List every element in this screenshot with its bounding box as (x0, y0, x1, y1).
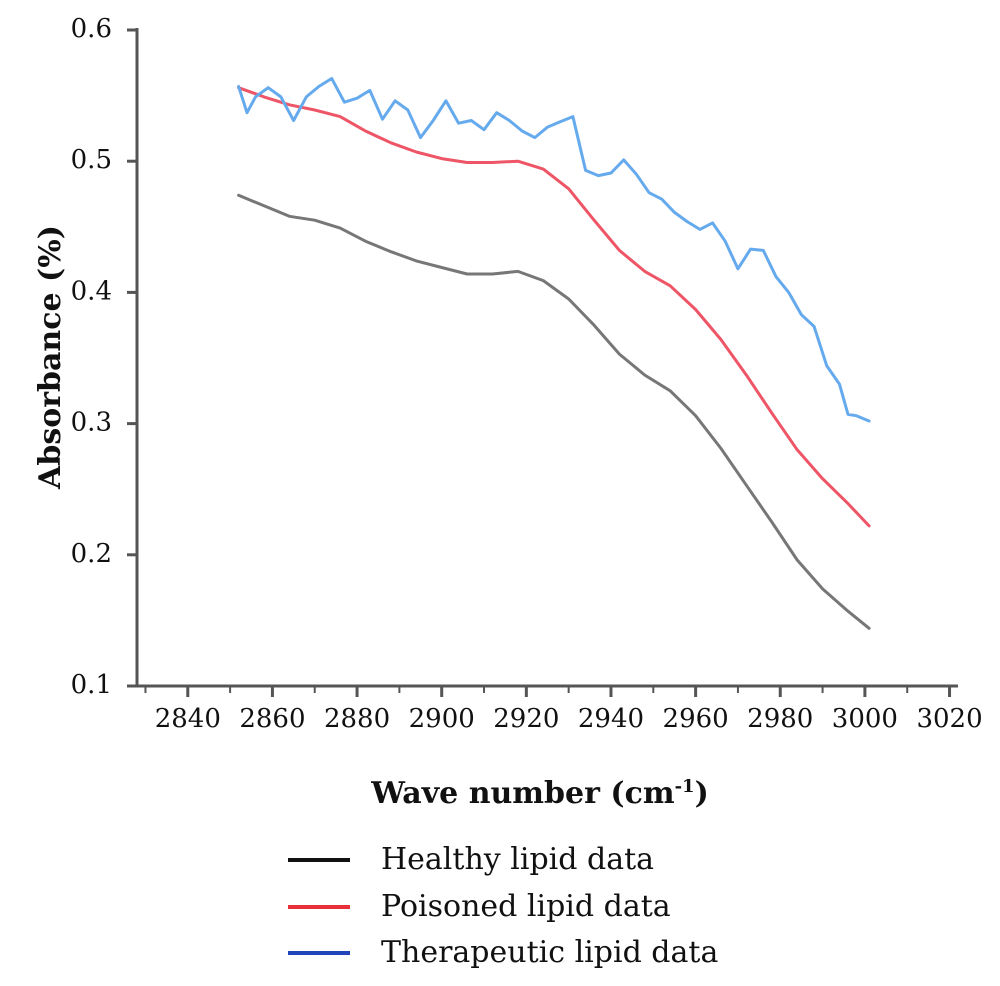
x-axis-title-close: ) (695, 776, 709, 811)
x-tick-label: 2840 (155, 704, 221, 734)
x-tick-label: 2940 (578, 704, 644, 734)
legend-label-healthy: Healthy lipid data (381, 842, 654, 877)
legend: Healthy lipid data Poisoned lipid data T… (288, 842, 718, 970)
y-tick-label: 0.4 (71, 276, 112, 306)
y-axis-title: Absorbance (%) (33, 225, 68, 490)
x-tick-label: 2980 (747, 704, 813, 734)
y-ticks: 0.1 0.2 0.3 0.4 0.5 0.6 (71, 14, 137, 700)
y-tick-label: 0.5 (71, 145, 112, 175)
x-tick-label: 2900 (409, 704, 475, 734)
x-axis-title-main: Wave number (cm (370, 776, 675, 811)
y-tick-label: 0.3 (71, 408, 112, 438)
x-tick-label: 2880 (324, 704, 390, 734)
x-tick-label: 2960 (663, 704, 729, 734)
y-tick-label: 0.1 (71, 670, 112, 700)
series-line-poisoned (237, 86, 871, 528)
x-tick-label: 3000 (832, 704, 898, 734)
x-axis-title-superscript: -1 (675, 776, 695, 797)
plot-area (237, 77, 871, 630)
x-axis-title: Wave number (cm-1) (370, 776, 709, 811)
legend-label-therapeutic: Therapeutic lipid data (381, 935, 718, 970)
y-tick-label: 0.6 (71, 14, 112, 44)
x-tick-label: 2920 (493, 704, 559, 734)
series-line-therapeutic (237, 77, 871, 423)
legend-label-poisoned: Poisoned lipid data (381, 889, 671, 924)
y-tick-label: 0.2 (71, 539, 112, 569)
series-line-healthy (237, 193, 871, 630)
x-ticks: 2840 2860 2880 2900 2920 2940 2960 2980 3000 3020 (144, 686, 983, 734)
x-tick-label: 2860 (239, 704, 305, 734)
x-tick-label: 3020 (916, 704, 982, 734)
